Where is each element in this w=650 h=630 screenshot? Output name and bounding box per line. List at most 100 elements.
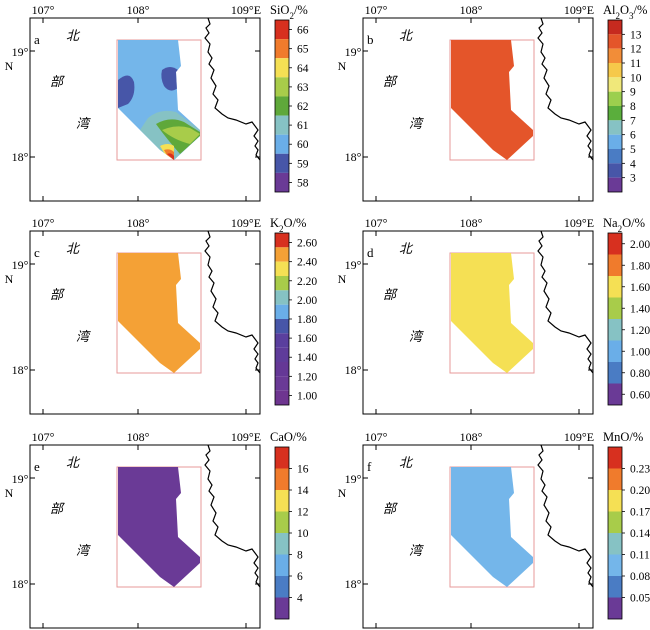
- contour-band: [162, 126, 200, 144]
- place-name: 北: [399, 456, 414, 471]
- colorbar: 0.23 0.20 0.17 0.14 0.11 0.08 0.05 MnO/%: [603, 430, 650, 620]
- colorbar-frame: [607, 232, 623, 406]
- lon-tick-label: 109°E: [231, 430, 261, 444]
- panel-letter: b: [367, 32, 374, 47]
- colorbar-tick-label: 6: [630, 130, 636, 142]
- place-name: 湾: [76, 329, 91, 345]
- place-name: 湾: [409, 116, 424, 132]
- lon-tick-label: 108°: [460, 216, 483, 230]
- lon-tick-label: 107°: [32, 3, 55, 17]
- panel-letter: e: [34, 459, 40, 474]
- colorbar-swatch: [608, 163, 622, 178]
- contour-region-base: [451, 40, 533, 160]
- colorbar-swatch: [275, 490, 289, 512]
- colorbar-swatch: [275, 447, 289, 469]
- colorbar-swatch: [608, 597, 622, 619]
- colorbar-tick-label: 1.00: [297, 390, 317, 402]
- colorbar-swatch: [275, 290, 289, 305]
- place-name: 湾: [76, 116, 91, 132]
- contour-region-base: [118, 253, 200, 373]
- colorbar-title: Na2O/%: [603, 216, 645, 234]
- lon-tick-label: 108°: [460, 3, 483, 17]
- contour-region-base: [451, 253, 533, 373]
- panel-letter: a: [34, 32, 40, 47]
- place-name: 北: [66, 29, 81, 44]
- coastline: [204, 444, 261, 588]
- lon-tick-label: 109°E: [564, 216, 594, 230]
- colorbar-tick-label: 0.08: [630, 571, 650, 583]
- colorbar-tick-label: 2.40: [297, 257, 317, 269]
- colorbar-swatch: [608, 533, 622, 555]
- lat-tick-label: 19°: [345, 258, 362, 272]
- colorbar-swatch: [608, 177, 622, 192]
- lon-tick-label: 107°: [365, 430, 388, 444]
- colorbar-swatch: [275, 554, 289, 576]
- lon-tick-label: 109°E: [564, 430, 594, 444]
- place-name: 部: [383, 288, 398, 303]
- colorbar-title: SiO2/%: [270, 3, 308, 21]
- colorbar-tick-label: 65: [297, 44, 309, 56]
- contour-region-base: [451, 467, 533, 587]
- colorbar: 16 14 12 10 8 6 4 CaO/%: [270, 430, 309, 620]
- colorbar-tick-label: 1.40: [297, 352, 317, 364]
- colorbar-swatch: [275, 115, 289, 135]
- colorbar-title: Al2O3/%: [603, 3, 647, 21]
- colorbar-tick-label: 12: [630, 44, 642, 56]
- colorbar-swatch: [608, 120, 622, 135]
- colorbar-swatch: [608, 134, 622, 149]
- colorbar-tick-label: 2.20: [297, 276, 317, 288]
- colorbar-swatch: [275, 362, 289, 377]
- colorbar-swatch: [608, 511, 622, 533]
- colorbar-tick-label: 2.00: [297, 295, 317, 307]
- colorbar-swatch: [608, 490, 622, 512]
- panel-f: 107° 108° 109°E 19°N 18° f 北部湾 0.23 0.20 0.17 0.14…: [338, 430, 650, 629]
- colorbar-swatch: [275, 319, 289, 334]
- place-name: 部: [50, 502, 65, 517]
- lat-tick-label: 18°: [12, 150, 29, 164]
- colorbar-swatch: [275, 276, 289, 291]
- place-name: 北: [66, 456, 81, 471]
- colorbar-tick-label: 0.17: [630, 507, 650, 519]
- colorbar-swatch: [608, 576, 622, 598]
- colorbar-tick-label: 9: [630, 87, 636, 99]
- colorbar-tick-label: 8: [297, 550, 303, 562]
- colorbar-tick-label: 1.80: [297, 314, 317, 326]
- colorbar-tick-label: 6: [297, 571, 303, 583]
- colorbar-tick-label: 2.60: [297, 238, 317, 250]
- panel-e: 107° 108° 109°E 19°N 18° e 北部湾 16 14 12 10 8 6 4 CaO/%: [5, 430, 309, 629]
- colorbar-swatch: [608, 63, 622, 78]
- colorbar-swatch: [275, 376, 289, 391]
- colorbar-tick-label: 5: [630, 144, 636, 156]
- colorbar-swatch: [275, 333, 289, 348]
- colorbar-tick-label: 10: [630, 72, 642, 84]
- colorbar-tick-label: 1.60: [630, 282, 650, 294]
- colorbar-swatch: [275, 134, 289, 154]
- colorbar-title: K2O/%: [270, 216, 306, 234]
- colorbar-swatch: [608, 106, 622, 121]
- colorbar-swatch: [608, 276, 622, 298]
- colorbar-swatch: [275, 247, 289, 262]
- colorbar-swatch: [275, 597, 289, 619]
- place-name: 湾: [409, 543, 424, 559]
- contour-band: [118, 75, 135, 108]
- place-name: 北: [66, 242, 81, 257]
- colorbar-swatch: [275, 20, 289, 40]
- coastline: [537, 444, 594, 588]
- lon-tick-label: 109°E: [231, 216, 261, 230]
- colorbar-tick-label: 4: [297, 593, 303, 605]
- colorbar-swatch: [608, 48, 622, 63]
- lat-hemisphere-label: N: [5, 272, 14, 286]
- colorbar-tick-label: 7: [630, 115, 636, 127]
- colorbar-tick-label: 0.23: [630, 464, 650, 476]
- place-name: 湾: [409, 329, 424, 345]
- lon-tick-label: 108°: [127, 430, 150, 444]
- panel-a: 107° 108° 109°E 19°N 18° a 北部湾 66 65 64 63 62 61 60 59…: [5, 3, 309, 202]
- colorbar-tick-label: 1.80: [630, 260, 650, 272]
- lat-tick-label: 19°: [345, 472, 362, 486]
- colorbar-tick-label: 0.11: [630, 550, 650, 562]
- colorbar-title: CaO/%: [270, 430, 307, 444]
- colorbar-swatch: [275, 58, 289, 78]
- colorbar-swatch: [275, 468, 289, 490]
- colorbar-swatch: [608, 383, 622, 405]
- colorbar-tick-label: 12: [297, 507, 309, 519]
